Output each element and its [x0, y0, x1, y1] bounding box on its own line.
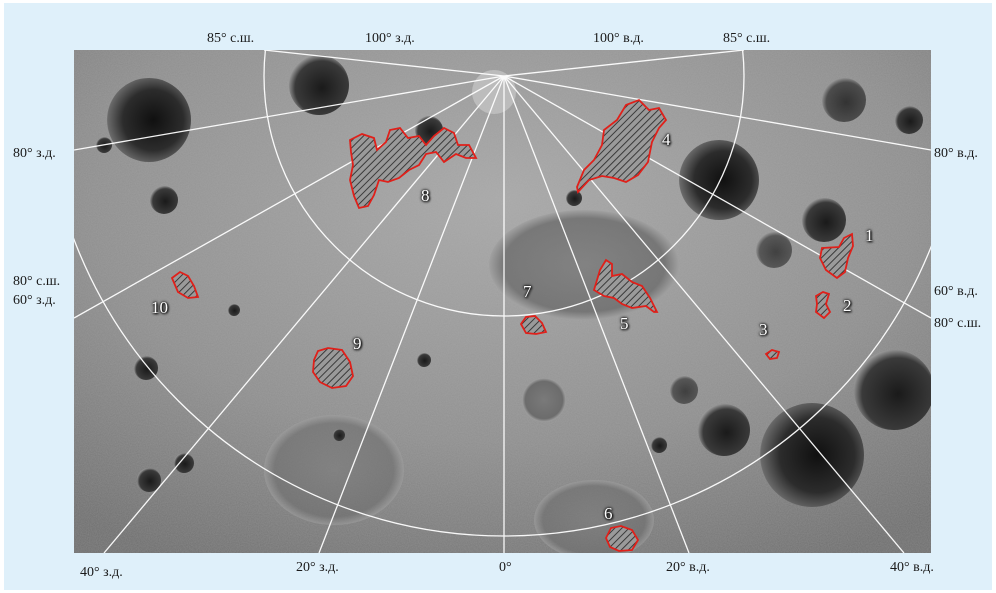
site-label-1: 1 — [865, 226, 874, 245]
label-right-60e: 60° в.д. — [934, 284, 978, 299]
site-8-outline[interactable] — [349, 126, 478, 210]
site-2-outline[interactable] — [815, 291, 832, 320]
label-bottom-40e: 40° в.д. — [890, 560, 934, 575]
label-bottom-20w: 20° з.д. — [296, 560, 339, 575]
label-left-80n: 80° с.ш. — [13, 274, 61, 289]
meridian-80w — [74, 75, 505, 151]
site-label-10: 10 — [151, 298, 168, 317]
label-top-100w: 100° з.д. — [365, 31, 415, 46]
crater — [137, 468, 161, 492]
crater — [289, 55, 349, 115]
site-9-outline[interactable] — [312, 347, 354, 389]
crater — [756, 232, 792, 268]
meridian-20e — [503, 75, 690, 553]
label-top-100e: 100° в.д. — [593, 31, 644, 46]
meridian-40e — [503, 75, 905, 553]
label-right-80e: 80° в.д. — [934, 146, 978, 161]
crater — [670, 376, 698, 404]
meridian-40w — [103, 75, 505, 553]
site-label-5: 5 — [620, 314, 629, 333]
site-label-7: 7 — [523, 282, 532, 301]
site-label-6: 6 — [604, 504, 613, 523]
crater — [802, 198, 846, 242]
crater — [107, 78, 191, 162]
crater — [134, 356, 158, 380]
site-3-outline[interactable] — [764, 349, 781, 360]
label-right-80n: 80° с.ш. — [934, 316, 982, 331]
meridian-100e — [503, 50, 745, 77]
site-label-9: 9 — [353, 334, 362, 353]
label-top-85n-left: 85° с.ш. — [207, 31, 255, 46]
crater — [679, 140, 759, 220]
site-label-3: 3 — [759, 320, 768, 339]
crater — [150, 186, 178, 214]
crater — [895, 106, 923, 134]
crater — [651, 437, 667, 453]
crater — [698, 404, 750, 456]
crater — [522, 378, 566, 422]
site-6-outline[interactable] — [605, 525, 640, 552]
label-left-80w: 80° з.д. — [13, 146, 56, 161]
site-5-outline[interactable] — [592, 258, 659, 313]
site-4-outline[interactable] — [576, 98, 668, 194]
site-7-outline[interactable] — [519, 315, 548, 335]
basin — [264, 415, 404, 525]
crater — [566, 190, 582, 206]
pole-highland — [472, 70, 516, 114]
site-label-4: 4 — [662, 130, 671, 149]
crater — [760, 403, 864, 507]
site-1-outline[interactable] — [819, 232, 854, 280]
site-10-outline[interactable] — [170, 270, 200, 299]
crater — [822, 78, 866, 122]
label-bottom-0: 0° — [499, 560, 512, 575]
site-label-8: 8 — [421, 186, 430, 205]
meridian-100w — [263, 50, 505, 77]
meridian-60e — [503, 75, 931, 319]
map-svg — [74, 50, 931, 553]
meridian-60w — [74, 75, 505, 319]
crater — [854, 350, 931, 430]
label-left-60w: 60° з.д. — [13, 293, 56, 308]
landing-sites — [170, 98, 854, 552]
crater — [228, 304, 240, 316]
meridian-80e — [503, 75, 931, 151]
crater — [333, 429, 345, 441]
crater — [174, 453, 194, 473]
label-bottom-40w: 40° з.д. — [80, 565, 123, 580]
crater — [417, 353, 431, 367]
lunar-pole-map[interactable]: 1 2 3 4 5 6 7 8 9 10 — [74, 50, 931, 553]
label-top-85n-right: 85° с.ш. — [723, 31, 771, 46]
label-bottom-20e: 20° в.д. — [666, 560, 710, 575]
site-label-2: 2 — [843, 296, 852, 315]
